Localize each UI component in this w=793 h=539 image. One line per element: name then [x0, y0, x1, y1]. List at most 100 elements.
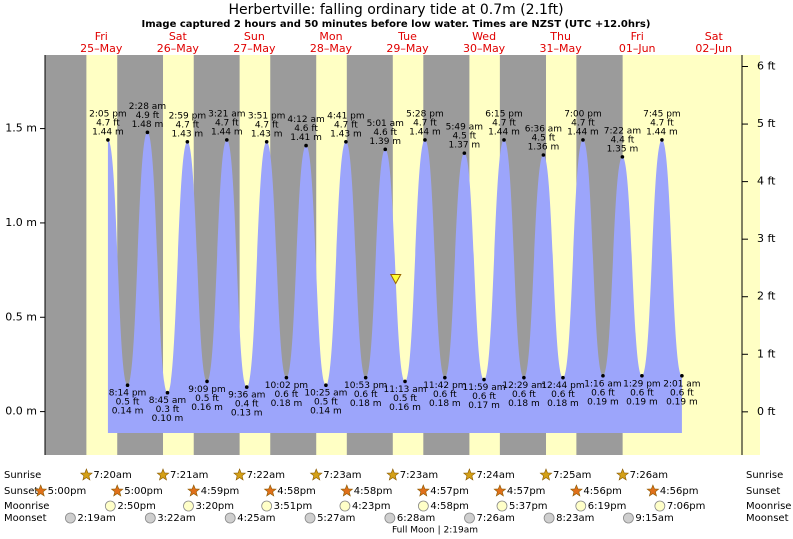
moonrise-icon: [261, 500, 273, 512]
row-time: 3:22am: [157, 513, 195, 524]
tide-point: [660, 138, 664, 142]
tide-feet: 4.6 ft: [294, 124, 318, 134]
day-date: 31–May: [540, 42, 583, 55]
tide-time: 5:01 am: [367, 119, 404, 129]
tide-time: 1:29 pm: [623, 379, 661, 389]
tide-feet: 4.5 ft: [532, 134, 556, 144]
row-label: Moonset: [4, 513, 47, 524]
row-label: Sunrise: [4, 470, 41, 481]
tide-height: 1.39 m: [369, 137, 401, 147]
tide-point: [363, 375, 368, 380]
tide-point: [165, 390, 170, 395]
chart-title: Herbertville: falling ordinary tide at 0…: [228, 2, 563, 18]
sunset-icon: [34, 484, 48, 497]
day-date: 29–May: [386, 42, 429, 55]
sunset-icon: [187, 484, 201, 497]
tide-height: 1.41 m: [290, 133, 322, 143]
tide-point: [185, 139, 190, 144]
row-time: 4:57pm: [430, 486, 469, 497]
tide-height: 0.17 m: [468, 401, 500, 411]
tide-time: 2:59 pm: [169, 111, 207, 121]
moonrise-icon: [654, 500, 666, 512]
tide-time: 3:51 pm: [248, 111, 286, 121]
row-time: 3:20pm: [195, 501, 234, 512]
tide-time: 12:29 am: [502, 381, 545, 391]
tide-point: [423, 138, 427, 142]
row-time: 9:15am: [635, 513, 673, 524]
tide-point: [601, 373, 605, 378]
row-time: 5:00pm: [48, 486, 87, 497]
tide-feet: 0.5 ft: [393, 394, 417, 404]
row-time: 6:28am: [397, 513, 435, 524]
y2-tick-label: 0 ft: [757, 405, 776, 418]
row-time: 4:58pm: [354, 486, 393, 497]
day-name: Mon: [319, 30, 342, 43]
tide-height: 0.19 m: [587, 397, 619, 407]
y2-tick-label: 5 ft: [757, 117, 776, 130]
tide-point: [581, 138, 585, 142]
sunrise-icon: [539, 468, 553, 481]
tide-point: [640, 373, 644, 378]
moonset-icon: [623, 512, 634, 524]
tide-feet: 4.7 ft: [492, 118, 516, 128]
tide-time: 6:15 pm: [485, 109, 523, 119]
sunset-icon: [340, 484, 354, 497]
row-time: 4:56pm: [660, 486, 699, 497]
tide-height: 0.14 m: [112, 407, 144, 417]
day-date: 01–Jun: [619, 42, 656, 55]
row-time: 4:56pm: [583, 486, 622, 497]
row-time: 8:23am: [556, 513, 594, 524]
tide-time: 4:41 pm: [327, 111, 365, 121]
tide-time: 11:59 am: [462, 383, 505, 393]
day-name: Sat: [169, 30, 188, 43]
row-label-right: Moonset: [746, 513, 789, 524]
row-time: 7:22am: [247, 470, 285, 481]
sunset-icon: [646, 484, 660, 497]
day-name: Fri: [631, 30, 644, 43]
tide-height: 0.16 m: [389, 403, 421, 413]
tide-feet: 0.5 ft: [195, 394, 219, 404]
day-date: 02–Jun: [695, 42, 732, 55]
tide-height: 1.48 m: [132, 120, 164, 130]
tide-point: [125, 383, 130, 387]
sunrise-icon: [462, 468, 476, 481]
row-time: 7:23am: [323, 470, 361, 481]
tide-time: 10:25 am: [304, 389, 347, 399]
row-time: 7:21am: [170, 470, 208, 481]
tide-time: 9:09 pm: [188, 385, 226, 395]
tide-point: [462, 151, 467, 155]
current-level-marker: [389, 274, 402, 285]
tide-point: [344, 139, 348, 144]
tide-time: 10:02 pm: [265, 381, 308, 391]
tide-time: 9:36 am: [228, 391, 265, 401]
tide-height: 1.36 m: [528, 143, 560, 153]
row-time: 3:51pm: [274, 501, 313, 512]
row-label-right: Moonrise: [746, 501, 791, 512]
day-name: Tue: [397, 30, 417, 43]
moonset-icon: [304, 512, 316, 524]
row-time: 2:19am: [77, 513, 115, 524]
tide-height: 1.44 m: [567, 127, 599, 137]
sunset-icon: [493, 484, 507, 497]
day-name: Fri: [95, 30, 108, 43]
row-time: 4:57pm: [507, 486, 546, 497]
tide-feet: 0.6 ft: [670, 388, 694, 398]
tide-feet: 0.6 ft: [630, 388, 654, 398]
tide-feet: 0.6 ft: [354, 390, 378, 400]
tide-height: 0.18 m: [508, 399, 540, 409]
tide-time: 5:49 am: [446, 123, 483, 133]
tide-time: 4:12 am: [287, 115, 324, 125]
tide-feet: 0.6 ft: [551, 390, 575, 400]
row-time: 2:50pm: [117, 501, 156, 512]
tide-feet: 0.3 ft: [156, 405, 180, 415]
day-date: 30–May: [463, 42, 506, 55]
day-name: Wed: [472, 30, 496, 43]
tide-time: 12:44 pm: [541, 381, 584, 391]
moonrise-icon: [496, 500, 508, 512]
tide-point: [620, 155, 625, 159]
tide-height: 0.18 m: [547, 399, 579, 409]
y-tick-label: 1.0 m: [5, 216, 37, 229]
sunset-icon: [569, 484, 583, 497]
tide-point: [482, 377, 486, 382]
tide-time: 7:22 am: [604, 126, 641, 136]
